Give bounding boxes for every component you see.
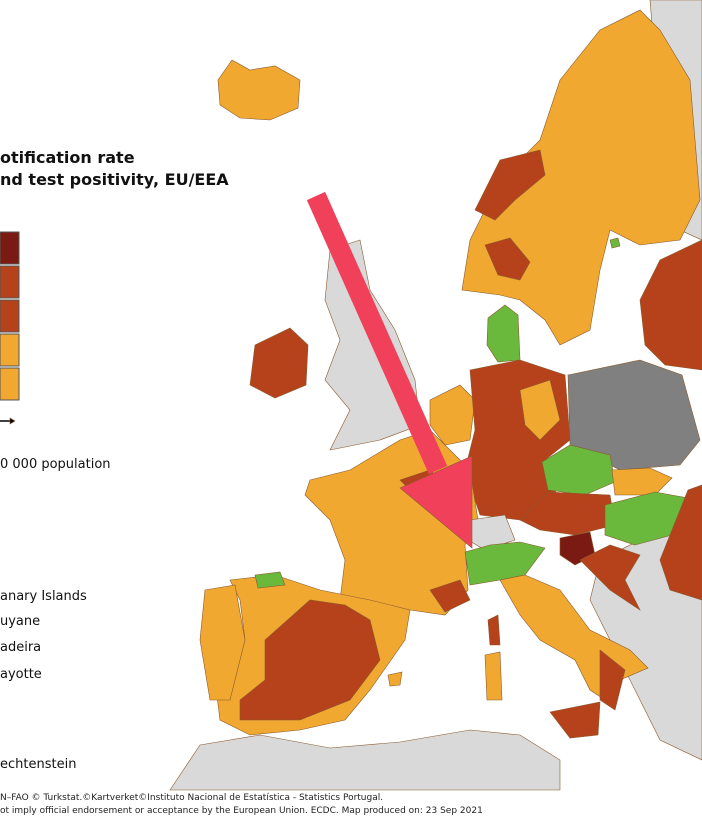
legend-swatch xyxy=(0,231,20,265)
france-south xyxy=(429,579,471,613)
legend-swatch xyxy=(0,265,20,299)
legend-swatch xyxy=(0,333,20,367)
legend-note: 0 000 population xyxy=(0,457,111,472)
sicily xyxy=(549,701,601,739)
italy-south xyxy=(599,649,626,711)
ireland xyxy=(249,327,309,399)
iceland xyxy=(217,59,301,121)
inset-label: echtenstein xyxy=(0,757,77,772)
inset-label: ayotte xyxy=(0,667,42,682)
portugal xyxy=(199,584,246,701)
legend-title: nd test positivity, EU/EEA xyxy=(0,170,229,189)
footer-text: ot imply official endorsement or accepta… xyxy=(0,806,483,816)
croatia xyxy=(579,544,641,611)
sardinia xyxy=(484,651,503,701)
annotation-arrow-head xyxy=(399,455,473,549)
africa xyxy=(169,729,561,791)
gotland xyxy=(609,237,621,249)
mallorca xyxy=(387,671,403,687)
annotation-arrow xyxy=(306,191,448,475)
denmark xyxy=(486,304,521,363)
slovakia xyxy=(611,467,673,496)
corsica xyxy=(487,614,501,646)
inset-label: adeira xyxy=(0,640,42,655)
inset-label: anary Islands xyxy=(0,589,87,604)
germany-east xyxy=(519,379,561,441)
legend-arrow-head xyxy=(9,417,16,425)
baltics xyxy=(639,239,702,371)
inset-label: uyane xyxy=(0,614,41,629)
asturias xyxy=(254,571,286,589)
norway-south xyxy=(484,237,531,281)
legend-swatch xyxy=(0,299,20,333)
italy-north xyxy=(464,541,546,586)
benelux xyxy=(429,384,476,446)
romania xyxy=(659,484,702,601)
legend-swatch xyxy=(0,367,20,401)
spain-interior xyxy=(239,599,381,721)
footer-text: N–FAO © Turkstat.©Kartverket©Instituto N… xyxy=(0,793,384,803)
legend-title: otification rate xyxy=(0,148,135,167)
norway-west xyxy=(474,149,546,221)
